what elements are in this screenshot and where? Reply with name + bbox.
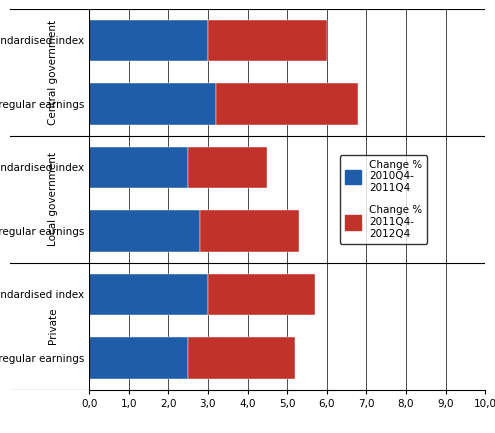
Bar xyxy=(188,337,295,378)
Text: Local government: Local government xyxy=(49,152,58,246)
Bar xyxy=(188,147,267,188)
Bar xyxy=(89,147,188,188)
Legend: Change %
2010Q4-
2011Q4, Change %
2011Q4-
2012Q4: Change % 2010Q4- 2011Q4, Change % 2011Q4… xyxy=(340,155,427,244)
Bar xyxy=(208,20,327,61)
Bar xyxy=(216,83,358,125)
Bar xyxy=(89,210,200,252)
Text: Private: Private xyxy=(49,308,58,344)
Bar xyxy=(89,274,208,315)
Bar xyxy=(89,83,216,125)
Text: Central government: Central government xyxy=(49,19,58,125)
Bar xyxy=(89,20,208,61)
Bar xyxy=(200,210,299,252)
Bar xyxy=(89,337,188,378)
Bar xyxy=(208,274,315,315)
